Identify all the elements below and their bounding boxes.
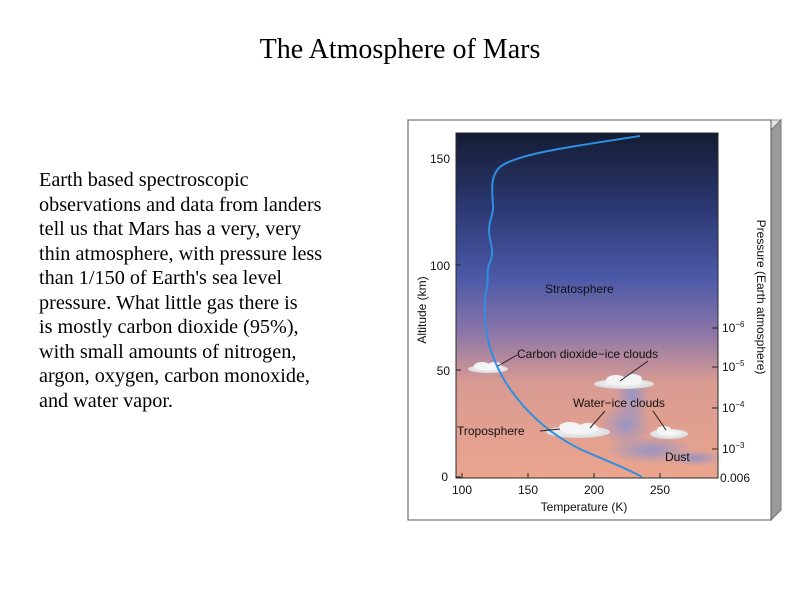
troposphere-label: Troposphere — [457, 424, 525, 438]
water-clouds-label: Water−ice clouds — [573, 396, 665, 410]
x-axis-title: Temperature (K) — [541, 500, 628, 514]
pressure-tick-label: 10−4 — [722, 400, 745, 415]
leader-lines — [497, 354, 667, 432]
pressure-tick-label: 10−6 — [722, 320, 745, 335]
x-tick-label: 200 — [584, 483, 604, 497]
cloud-co2 — [594, 374, 654, 389]
body-line: with small amounts of nitrogen, — [39, 340, 297, 363]
pressure-tick-label: 0.006 — [720, 471, 750, 485]
body-paragraph: Earth based spectroscopic observations a… — [39, 168, 387, 413]
body-line: pressure. What little gas there is — [39, 291, 298, 314]
body-line: tell us that Mars has a very, very — [39, 218, 302, 240]
dust-label: Dust — [665, 450, 690, 464]
temperature-profile-curve — [483, 135, 643, 478]
right-axis-title: Pressure (Earth atmosphere) — [754, 220, 768, 375]
y-tick-label: 50 — [437, 364, 451, 378]
x-tick-label: 150 — [518, 483, 538, 497]
altitude-axis — [456, 157, 461, 478]
body-line: argon, oxygen, carbon monoxide, — [39, 365, 310, 387]
temperature-axis — [461, 473, 661, 478]
body-line: and water vapor. — [39, 389, 173, 412]
x-tick-label: 100 — [452, 483, 472, 497]
body-line: than 1/150 of Earth's sea level — [39, 267, 283, 289]
pressure-axis — [712, 327, 718, 450]
y-tick-label: 100 — [430, 259, 450, 273]
page-title: The Atmosphere of Mars — [259, 34, 541, 65]
pressure-tick-label: 10−5 — [722, 359, 745, 374]
cloud-water-ice — [650, 426, 688, 439]
y-tick-label: 0 — [441, 470, 448, 484]
co2-clouds-label: Carbon dioxide−ice clouds — [517, 347, 658, 361]
cloud-water-ice — [546, 422, 610, 438]
x-tick-label: 250 — [650, 483, 670, 497]
body-line: is mostly carbon dioxide (95%), — [39, 316, 299, 338]
body-line: observations and data from landers — [39, 193, 322, 216]
stratosphere-label: Stratosphere — [545, 282, 614, 296]
y-axis-title: Altitude (km) — [415, 276, 429, 343]
pressure-tick-label: 10−3 — [722, 441, 745, 456]
atmosphere-background — [456, 133, 718, 478]
body-line: thin atmosphere, with pressure less — [39, 242, 323, 265]
y-tick-label: 150 — [430, 152, 450, 166]
body-line: Earth based spectroscopic — [39, 169, 249, 191]
